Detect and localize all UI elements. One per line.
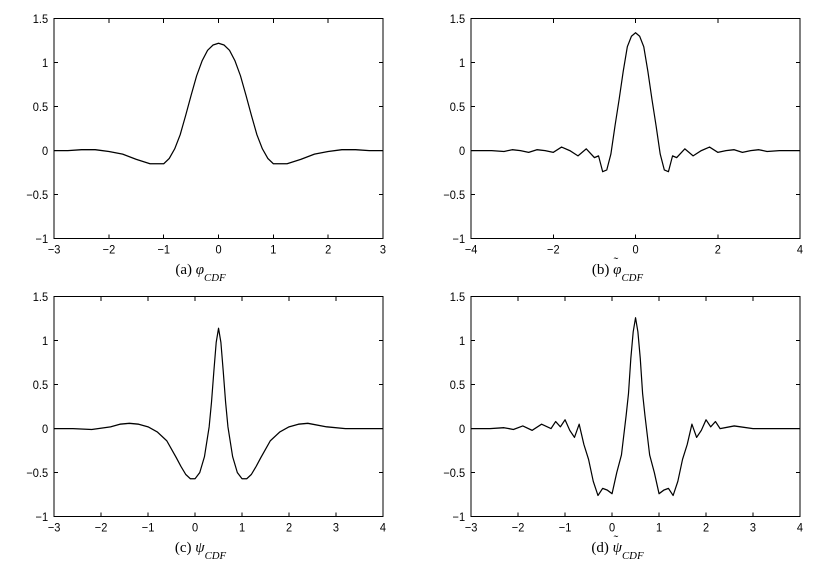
svg-text:1.5: 1.5 — [450, 14, 465, 26]
svg-text:0: 0 — [632, 244, 638, 256]
tilde-accent: ˜ — [613, 255, 618, 269]
wavelet-figure-grid: −3−2−10123−1−0.500.511.5 (a) φCDF −4−202… — [0, 0, 818, 566]
svg-text:−1: −1 — [36, 512, 49, 524]
svg-text:0: 0 — [215, 244, 221, 256]
caption-subscript: CDF — [205, 550, 227, 562]
panel-d: −3−2−101234−1−0.500.511.5 (d) ˜ψCDF — [427, 288, 808, 560]
svg-text:−1: −1 — [453, 234, 466, 246]
svg-text:−4: −4 — [465, 244, 478, 256]
svg-text:0: 0 — [459, 424, 465, 436]
svg-text:2: 2 — [325, 244, 331, 256]
svg-text:3: 3 — [380, 244, 386, 256]
svg-text:−0.5: −0.5 — [26, 190, 48, 202]
svg-text:−2: −2 — [95, 522, 108, 534]
svg-text:−2: −2 — [547, 244, 560, 256]
svg-text:0: 0 — [459, 146, 465, 158]
caption-c: (c) ψCDF — [175, 538, 226, 560]
svg-text:−2: −2 — [103, 244, 116, 256]
svg-text:−1: −1 — [142, 522, 155, 534]
svg-text:0: 0 — [42, 424, 48, 436]
svg-text:−0.5: −0.5 — [443, 190, 465, 202]
svg-text:−0.5: −0.5 — [26, 468, 48, 480]
caption-subscript: CDF — [621, 272, 643, 284]
chart-psi: −3 −2 −1 0 1 2 3 4 −1 −0.5 0 0.5 1 1.5 — [10, 288, 391, 538]
svg-text:0.5: 0.5 — [450, 380, 465, 392]
svg-text:1: 1 — [239, 522, 245, 534]
svg-text:0.5: 0.5 — [33, 380, 48, 392]
svg-text:2: 2 — [703, 522, 709, 534]
svg-text:1: 1 — [459, 336, 465, 348]
svg-text:−3: −3 — [465, 522, 478, 534]
caption-symbol: ψ — [195, 540, 204, 556]
svg-text:1.5: 1.5 — [33, 14, 48, 26]
svg-text:4: 4 — [797, 522, 804, 534]
chart-phi-tilde: −4 −2 0 2 4 −1 −0.5 0 0.5 1 1.5 — [427, 10, 808, 260]
caption-b: (b) ˜φCDF — [592, 260, 643, 282]
chart-psi-tilde: −3−2−101234−1−0.500.511.5 — [427, 288, 808, 538]
caption-symbol: φ — [196, 262, 204, 278]
svg-text:3: 3 — [333, 522, 339, 534]
svg-text:2: 2 — [286, 522, 292, 534]
svg-text:0.5: 0.5 — [33, 102, 48, 114]
svg-text:1.5: 1.5 — [450, 292, 465, 304]
svg-text:4: 4 — [797, 244, 804, 256]
caption-d: (d) ˜ψCDF — [591, 538, 643, 560]
svg-text:1: 1 — [42, 336, 48, 348]
panel-a: −3 −2 −1 0 1 2 3 −1 −0.5 0 0.5 1 1.5 (a) φCDF — [10, 10, 391, 282]
svg-text:1.5: 1.5 — [33, 292, 48, 304]
svg-text:0: 0 — [192, 522, 198, 534]
svg-text:−0.5: −0.5 — [443, 468, 465, 480]
caption-subscript: CDF — [622, 550, 644, 562]
svg-text:−3: −3 — [48, 244, 61, 256]
caption-prefix: (b) — [592, 262, 613, 278]
svg-text:3: 3 — [750, 522, 756, 534]
svg-text:4: 4 — [380, 522, 387, 534]
caption-prefix: (c) — [175, 540, 195, 556]
caption-prefix: (a) — [175, 262, 195, 278]
chart-phi: −3 −2 −1 0 1 2 3 −1 −0.5 0 0.5 1 1.5 — [10, 10, 391, 260]
svg-text:−1: −1 — [453, 512, 466, 524]
caption-subscript: CDF — [204, 272, 226, 284]
svg-text:2: 2 — [715, 244, 721, 256]
svg-text:1: 1 — [459, 58, 465, 70]
svg-text:1: 1 — [270, 244, 276, 256]
svg-text:−1: −1 — [36, 234, 49, 246]
svg-text:−1: −1 — [157, 244, 170, 256]
tilde-accent: ˜ — [613, 533, 618, 547]
svg-text:−1: −1 — [559, 522, 572, 534]
svg-text:−3: −3 — [48, 522, 61, 534]
caption-a: (a) φCDF — [175, 260, 225, 282]
svg-text:1: 1 — [42, 58, 48, 70]
caption-prefix: (d) — [591, 540, 612, 556]
panel-b: −4 −2 0 2 4 −1 −0.5 0 0.5 1 1.5 (b) ˜φCDF — [427, 10, 808, 282]
svg-text:0.5: 0.5 — [450, 102, 465, 114]
panel-c: −3 −2 −1 0 1 2 3 4 −1 −0.5 0 0.5 1 1.5 (c) ψCDF — [10, 288, 391, 560]
svg-text:1: 1 — [656, 522, 662, 534]
svg-text:−2: −2 — [512, 522, 525, 534]
svg-text:0: 0 — [42, 146, 48, 158]
